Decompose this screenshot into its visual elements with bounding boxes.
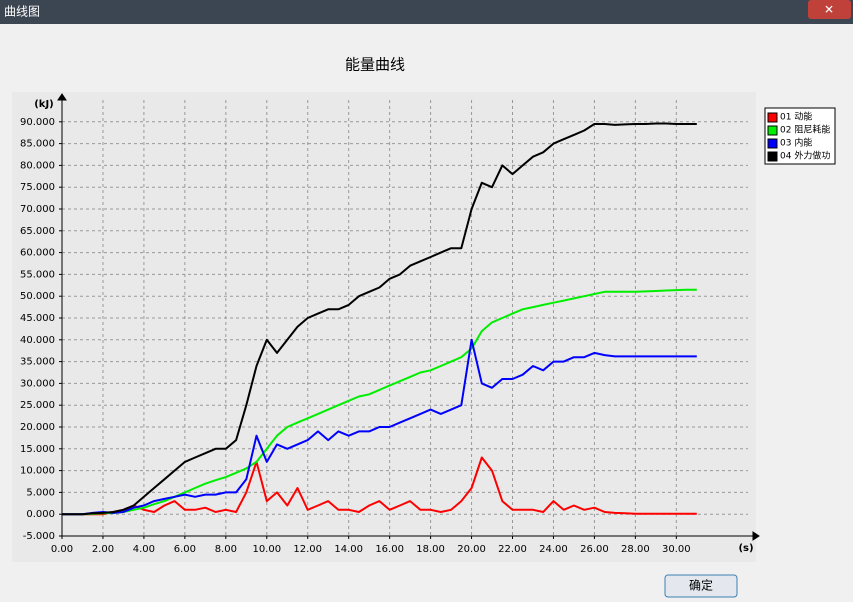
x-tick-label: 8.00 bbox=[215, 544, 237, 555]
x-tick-label: 30.00 bbox=[662, 544, 691, 555]
y-tick-label: 45.000 bbox=[20, 313, 55, 324]
series-line bbox=[62, 338, 697, 516]
y-tick-label: 5.000 bbox=[26, 487, 55, 498]
y-tick-label: 10.000 bbox=[20, 466, 55, 477]
y-tick-label: 60.000 bbox=[20, 248, 55, 259]
x-tick-label: 20.00 bbox=[457, 544, 486, 555]
y-tick-label: 15.000 bbox=[20, 444, 55, 455]
close-icon: ✕ bbox=[824, 3, 834, 17]
x-tick-label: 26.00 bbox=[580, 544, 609, 555]
y-tick-label: 35.000 bbox=[20, 357, 55, 368]
ok-button-label[interactable]: 确定 bbox=[689, 578, 713, 593]
y-tick-label: 0.000 bbox=[26, 509, 55, 520]
legend-label: 02 阻尼耗能 bbox=[780, 124, 830, 136]
x-tick-label: 16.00 bbox=[375, 544, 404, 555]
y-tick-label: 55.000 bbox=[20, 269, 55, 280]
series-line bbox=[62, 456, 697, 516]
legend-swatch bbox=[767, 112, 778, 123]
series-line bbox=[62, 122, 697, 516]
legend-swatch bbox=[767, 151, 778, 162]
y-tick-label: 80.000 bbox=[20, 160, 55, 171]
y-tick-label: 20.000 bbox=[20, 422, 55, 433]
chart-title: 能量曲线 bbox=[345, 56, 405, 74]
x-tick-label: 0.00 bbox=[51, 544, 73, 555]
x-tick-label: 6.00 bbox=[174, 544, 196, 555]
x-tick-label: 24.00 bbox=[539, 544, 568, 555]
x-tick-label: 28.00 bbox=[621, 544, 650, 555]
x-tick-label: 22.00 bbox=[498, 544, 527, 555]
title-bar bbox=[0, 0, 853, 24]
y-axis-label: (kJ) bbox=[34, 99, 54, 110]
window-title: 曲线图 bbox=[4, 5, 40, 19]
y-axis bbox=[57, 93, 67, 536]
y-tick-label: -5.000 bbox=[23, 531, 55, 542]
x-tick-label: 10.00 bbox=[252, 544, 281, 555]
y-tick-label: 50.000 bbox=[20, 291, 55, 302]
y-tick-label: 25.000 bbox=[20, 400, 55, 411]
x-axis bbox=[62, 531, 760, 541]
y-tick-label: 85.000 bbox=[20, 139, 55, 150]
y-tick-label: 90.000 bbox=[20, 117, 55, 128]
y-tick-label: 65.000 bbox=[20, 226, 55, 237]
series-line bbox=[62, 288, 697, 516]
y-tick-label: 30.000 bbox=[20, 378, 55, 389]
y-tick-label: 70.000 bbox=[20, 204, 55, 215]
ok-button[interactable] bbox=[664, 574, 738, 598]
legend-label: 03 内能 bbox=[780, 137, 812, 149]
x-tick-label: 12.00 bbox=[293, 544, 322, 555]
legend-label: 04 外力做功 bbox=[780, 150, 830, 162]
x-tick-label: 4.00 bbox=[133, 544, 155, 555]
x-tick-label: 18.00 bbox=[416, 544, 445, 555]
y-tick-label: 75.000 bbox=[20, 182, 55, 193]
x-tick-label: 14.00 bbox=[334, 544, 363, 555]
legend-swatch bbox=[767, 125, 778, 136]
x-tick-label: 2.00 bbox=[92, 544, 114, 555]
close-button[interactable] bbox=[808, 0, 851, 19]
plot-panel bbox=[12, 92, 756, 562]
x-axis-label: (s) bbox=[738, 543, 753, 554]
legend-label: 01 动能 bbox=[780, 111, 812, 123]
y-tick-label: 40.000 bbox=[20, 335, 55, 346]
legend-swatch bbox=[767, 138, 778, 149]
